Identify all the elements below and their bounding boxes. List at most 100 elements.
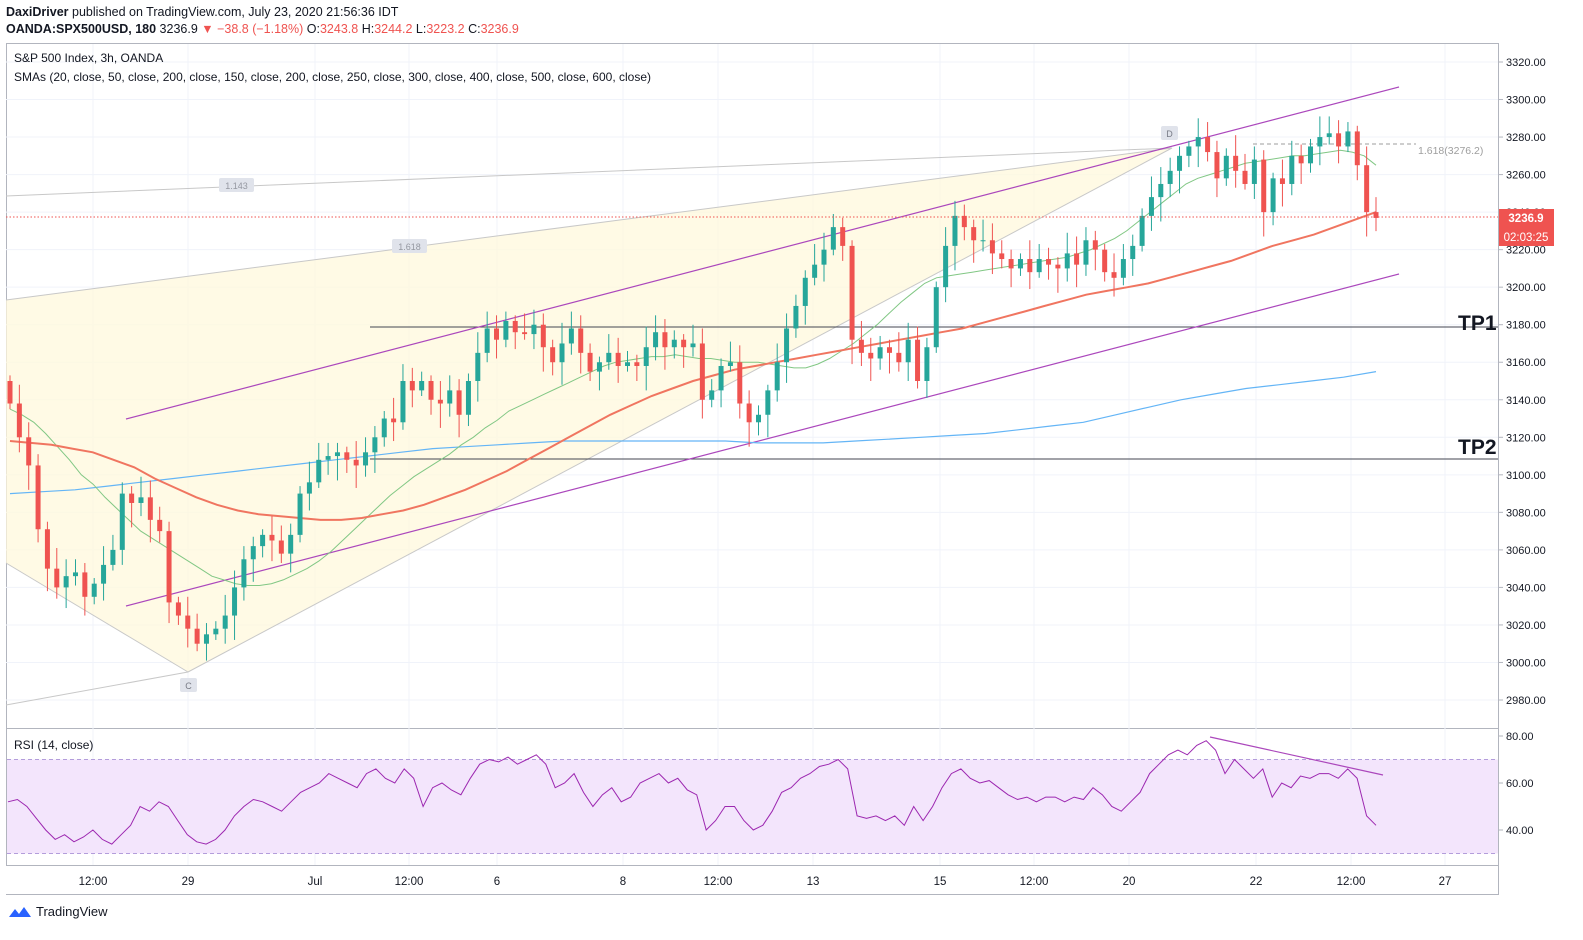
time-tick-label: 12:00 bbox=[1020, 876, 1049, 888]
point-c-tag[interactable] bbox=[180, 678, 197, 692]
candle-body bbox=[1139, 215, 1145, 246]
author-name[interactable]: DaxiDriver bbox=[6, 5, 69, 19]
footer-brand[interactable]: TradingView bbox=[8, 904, 108, 919]
candle-body bbox=[353, 459, 359, 466]
candle-body bbox=[138, 497, 144, 503]
candle-body bbox=[316, 459, 322, 483]
chart-title: S&P 500 Index, 3h, OANDA bbox=[14, 51, 163, 65]
candle-body bbox=[961, 215, 967, 228]
rsi-divergence-line[interactable] bbox=[1209, 736, 1384, 776]
candle-body bbox=[1167, 170, 1173, 184]
price-tick-label: 3280.00 bbox=[1506, 132, 1546, 144]
candle-body bbox=[147, 497, 153, 520]
fib-1618-label: 1.618 bbox=[398, 242, 421, 252]
candle-body bbox=[559, 343, 565, 363]
candle-body bbox=[793, 305, 799, 329]
high-label: H: bbox=[361, 22, 375, 36]
candle-body bbox=[840, 227, 846, 246]
candle-body bbox=[1111, 272, 1117, 278]
candle-body bbox=[409, 381, 415, 391]
candle-body bbox=[1317, 137, 1323, 147]
price-axis[interactable]: 2980.00 3000.00 3020.00 3040.00 3060.00 3080.… bbox=[1498, 57, 1546, 707]
candle-body bbox=[1354, 131, 1360, 166]
candle-body bbox=[924, 347, 930, 381]
high-value: 3244.2 bbox=[374, 22, 413, 36]
candle-body bbox=[989, 240, 995, 254]
candle-body bbox=[175, 602, 181, 616]
candle-body bbox=[1017, 259, 1023, 269]
harmonic-pattern-fill bbox=[6, 148, 1172, 672]
rsi-line bbox=[7, 740, 1377, 845]
candle-body bbox=[531, 324, 537, 335]
channel-upper-line[interactable] bbox=[125, 86, 1400, 420]
candle-body bbox=[1345, 131, 1351, 147]
candle-body bbox=[72, 572, 78, 577]
candle-body bbox=[858, 339, 864, 353]
candle-body bbox=[1130, 245, 1136, 260]
candle-body bbox=[578, 328, 584, 353]
candle-body bbox=[419, 381, 425, 391]
candle-body bbox=[765, 390, 771, 415]
candle-body bbox=[905, 339, 911, 363]
channel-lower-line[interactable] bbox=[125, 273, 1400, 607]
close-label: C: bbox=[468, 22, 481, 36]
candle-body bbox=[896, 352, 902, 363]
candle-body bbox=[1205, 137, 1211, 153]
rsi-axis[interactable]: 40.00 60.00 80.00 bbox=[1498, 731, 1534, 837]
price-tick-label: 3040.00 bbox=[1506, 582, 1546, 594]
candle-body bbox=[681, 339, 687, 348]
candle-body bbox=[615, 352, 621, 366]
point-d-label: D bbox=[1166, 129, 1173, 139]
candle-body bbox=[999, 253, 1005, 260]
candle-body bbox=[737, 362, 743, 404]
fib-1618-tag[interactable] bbox=[392, 239, 427, 253]
candle-body bbox=[119, 493, 125, 550]
candle-body bbox=[1251, 159, 1257, 184]
candle-body bbox=[671, 339, 677, 348]
candle-body bbox=[512, 320, 518, 333]
candle-body bbox=[802, 277, 808, 306]
candle-body bbox=[915, 339, 921, 381]
candle-body bbox=[494, 328, 500, 340]
time-tick-label: Jul bbox=[308, 876, 323, 888]
candle-body bbox=[596, 362, 602, 372]
publish-line: DaxiDriver published on TradingView.com,… bbox=[6, 4, 519, 21]
candle-body bbox=[952, 215, 958, 246]
tradingview-logo-icon bbox=[9, 906, 31, 917]
candle-body bbox=[1120, 259, 1126, 278]
candle-body bbox=[634, 362, 640, 366]
candle-body bbox=[662, 332, 668, 348]
candle-body bbox=[540, 324, 546, 348]
candle-body bbox=[465, 381, 471, 415]
candle-body bbox=[306, 482, 312, 494]
sma-legend[interactable]: SMAs (20, close, 50, close, 200, close, … bbox=[14, 70, 651, 84]
candle-body bbox=[194, 628, 200, 644]
candle-body bbox=[241, 559, 247, 588]
time-tick-label: 15 bbox=[934, 876, 947, 888]
candle-body bbox=[35, 465, 41, 530]
candle-body bbox=[849, 245, 855, 340]
candle-body bbox=[1186, 146, 1192, 156]
candle-body bbox=[250, 546, 256, 560]
candle-body bbox=[1083, 240, 1089, 265]
candle-body bbox=[222, 615, 228, 629]
candle-body bbox=[1027, 259, 1033, 273]
rsi-legend[interactable]: RSI (14, close) bbox=[14, 738, 93, 752]
candle-body bbox=[82, 572, 88, 597]
candle-body bbox=[653, 332, 659, 348]
sma20-line bbox=[9, 149, 1377, 586]
candle-body bbox=[971, 227, 977, 241]
time-tick-label: 20 bbox=[1123, 876, 1136, 888]
point-d-tag[interactable] bbox=[1161, 126, 1178, 140]
candlestick-series bbox=[7, 116, 1379, 661]
candle-body bbox=[54, 568, 60, 588]
candle-body bbox=[344, 452, 350, 460]
fib-1143-tag[interactable] bbox=[219, 178, 254, 192]
time-axis[interactable]: 12:00 29 Jul 12:00 6 8 12:00 13 15 12:00 20 22 12:00… bbox=[79, 876, 1452, 888]
candle-body bbox=[980, 240, 986, 242]
time-tick-label: 12:00 bbox=[1337, 876, 1366, 888]
time-tick-label: 12:00 bbox=[79, 876, 108, 888]
tp2-label: TP2 bbox=[1458, 436, 1497, 459]
symbol-label: OANDA:SPX500USD, 180 bbox=[6, 22, 157, 36]
